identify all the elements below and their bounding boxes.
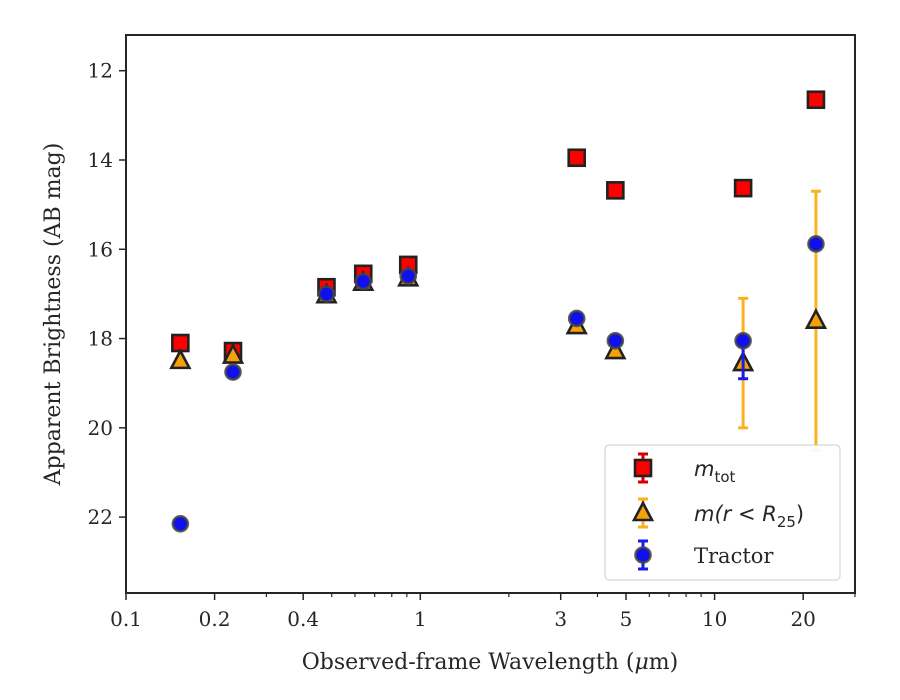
legend-entry-tractor: Tractor <box>634 539 774 571</box>
legend-mr25-marker <box>631 500 655 522</box>
series-mtot <box>171 90 826 361</box>
mtot-point <box>606 181 625 200</box>
x-tick-label: 0.4 <box>287 607 319 631</box>
x-tick-label: 20 <box>790 607 815 631</box>
legend-entry-mtot: mtot <box>633 452 736 486</box>
data-marks <box>169 90 828 533</box>
tractor-point <box>171 515 190 533</box>
series-tractor <box>171 235 825 533</box>
legend-mtot-label: mtot <box>694 457 736 486</box>
plot-area-frame <box>125 34 856 594</box>
x-tick-label: 0.2 <box>199 607 231 631</box>
mtot-point <box>567 148 587 168</box>
legend-entry-mr25: m(r < R25) <box>631 497 804 531</box>
legend-tractor-label: Tractor <box>694 544 774 568</box>
x-axis-label: Observed-frame Wavelength (μm) <box>302 650 678 675</box>
mr25-point <box>169 348 192 370</box>
x-tick-label: 3 <box>554 607 567 631</box>
y-axis-ticks: 12 14 16 18 20 22 <box>88 59 126 529</box>
legend: mtot m(r < R25) Tractor <box>604 444 841 581</box>
tractor-point <box>224 363 242 381</box>
tractor-point <box>317 285 336 303</box>
legend-tractor-marker <box>634 546 652 564</box>
y-tick-label: 20 <box>88 416 113 440</box>
tractor-point <box>399 267 418 285</box>
tractor-point <box>734 331 752 350</box>
x-tick-label: 1 <box>414 607 427 631</box>
y-tick-label: 12 <box>88 59 113 83</box>
y-tick-label: 14 <box>88 148 113 172</box>
y-tick-label: 18 <box>88 327 113 351</box>
x-tick-label: 0.1 <box>110 607 142 631</box>
y-axis-label: Apparent Brightness (AB mag) <box>41 143 66 487</box>
mtot-point <box>733 178 753 198</box>
legend-box <box>604 444 841 581</box>
legend-mr25-label: m(r < R25) <box>694 502 804 531</box>
legend-mtot-marker <box>633 458 653 478</box>
tractor-point <box>807 235 825 253</box>
mtot-point <box>806 90 826 110</box>
y-tick-label: 22 <box>88 505 113 529</box>
series-mr25 <box>169 189 828 452</box>
mr25-point <box>804 307 828 329</box>
x-axis-ticks: 0.1 0.2 0.4 1 3 5 10 20 <box>110 593 816 631</box>
y-tick-label: 16 <box>88 237 113 261</box>
tractor-point <box>354 272 373 291</box>
mr25-point <box>221 342 245 364</box>
x-tick-label: 10 <box>702 607 727 631</box>
tractor-point <box>567 309 586 328</box>
tractor-point <box>606 331 625 350</box>
x-tick-label: 5 <box>620 607 633 631</box>
